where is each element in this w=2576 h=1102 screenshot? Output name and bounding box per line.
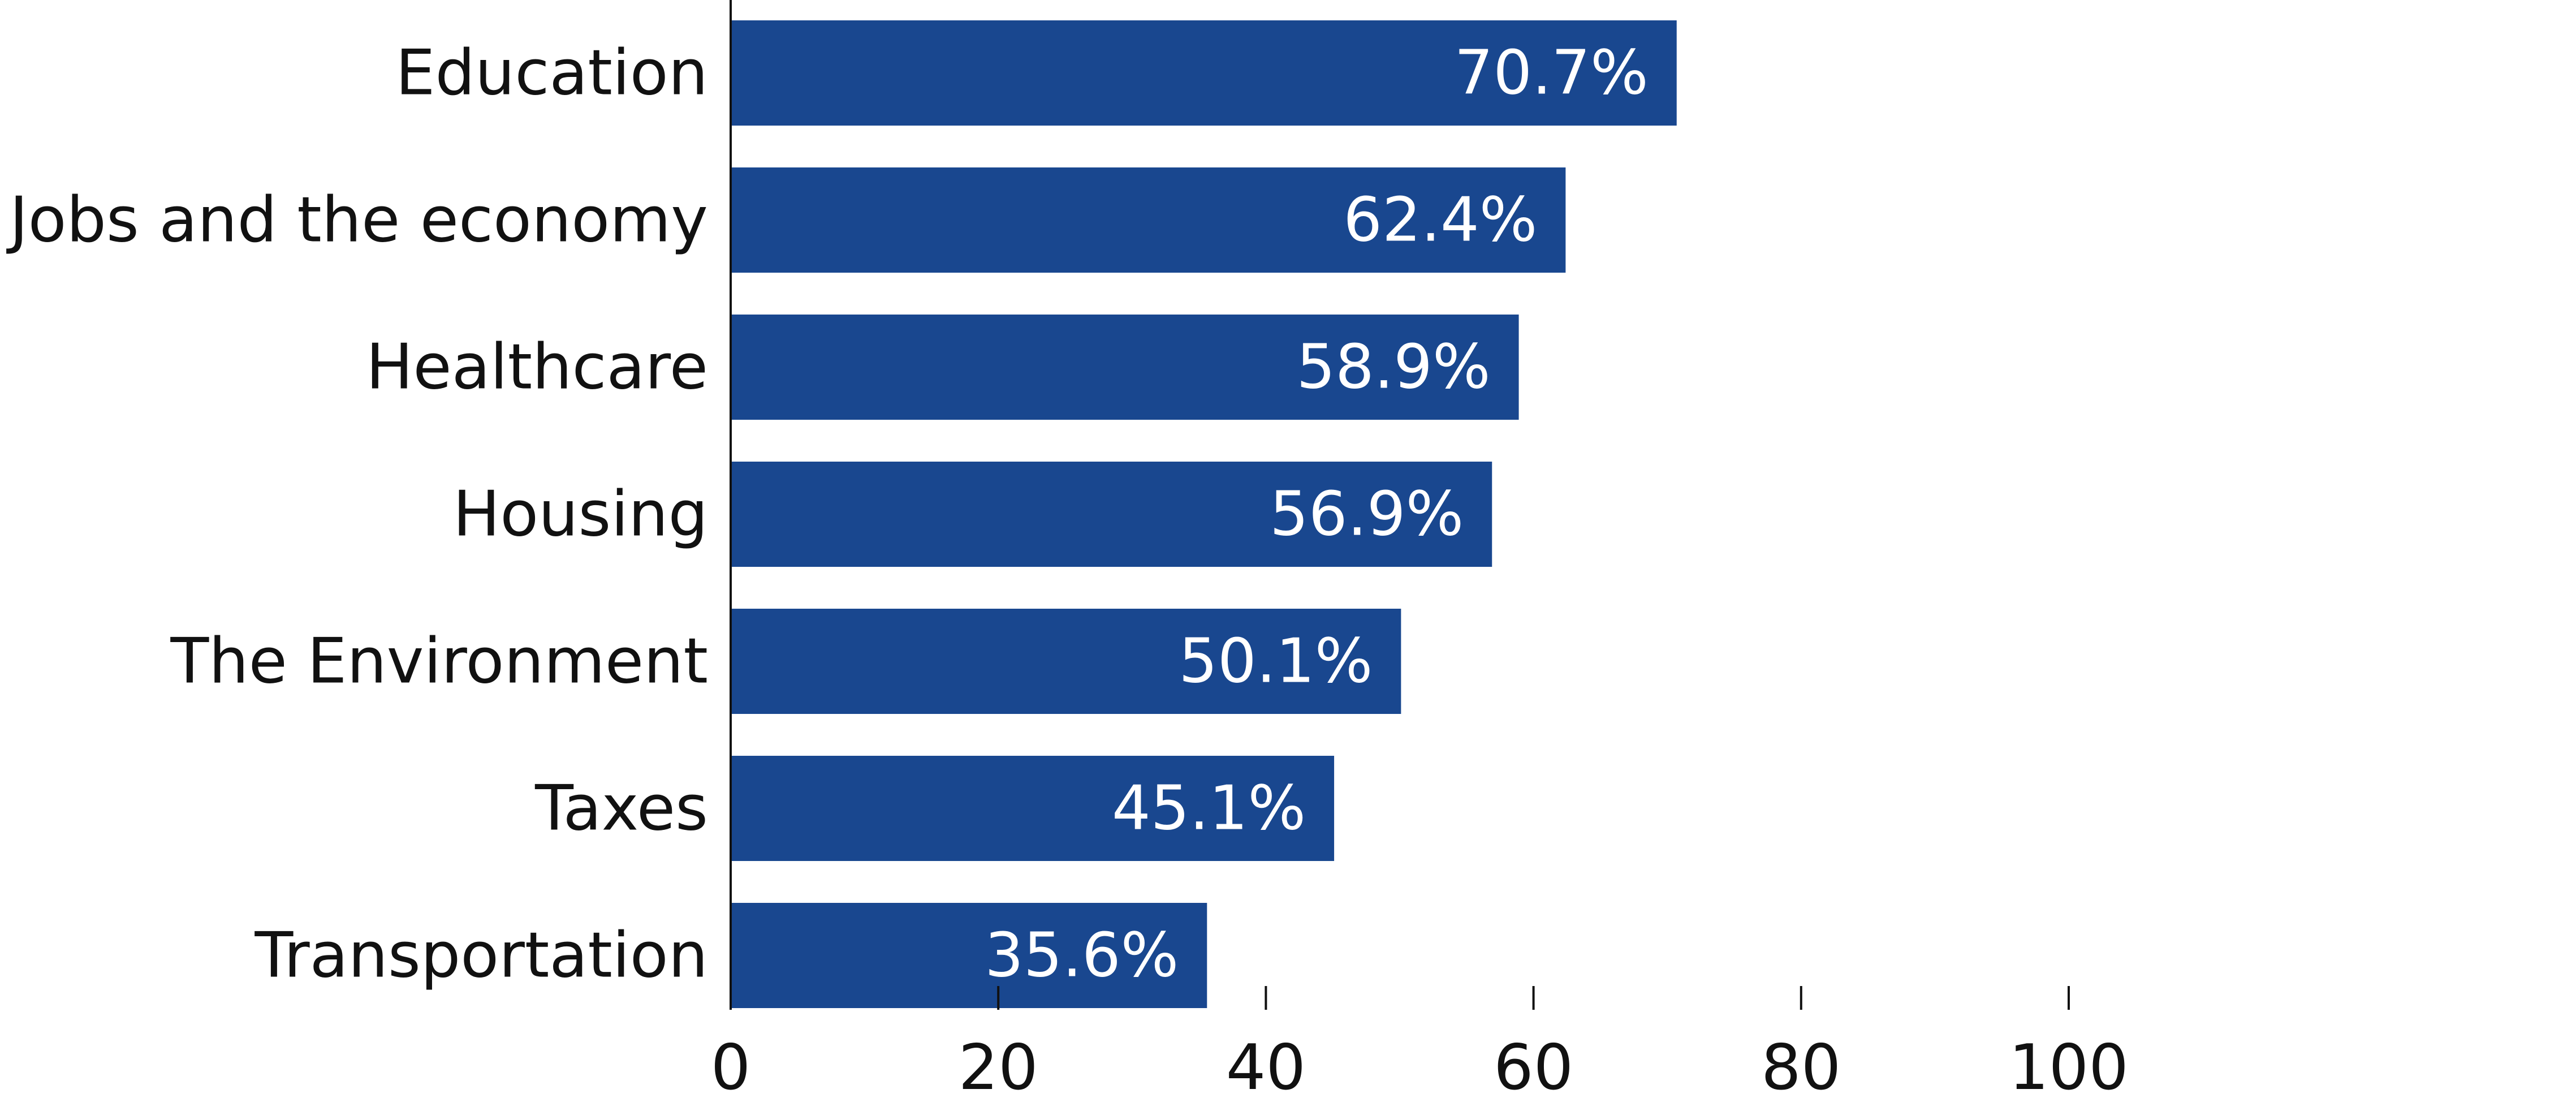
data-label-taxes: 45.1% (1112, 773, 1306, 844)
bar-transportation (731, 903, 1207, 1008)
data-label-education: 70.7% (1455, 38, 1649, 109)
bar-jobs-and-the-economy (731, 167, 1566, 273)
category-label-the-environment: The Environment (170, 625, 709, 698)
bar-housing (731, 462, 1492, 567)
data-label-the-environment: 50.1% (1179, 626, 1373, 697)
bar-education (731, 20, 1677, 126)
bar-the-environment (731, 609, 1401, 714)
category-label-education: Education (395, 37, 708, 110)
category-label-housing: Housing (453, 478, 708, 551)
data-label-transportation: 35.6% (985, 920, 1179, 991)
labels-layer: 70.7% Education 62.4% Jobs and the economy 5… (6, 37, 2129, 1102)
bars-layer (731, 20, 1677, 1008)
x-tick-label-100: 100 (2009, 1031, 2129, 1099)
data-label-jobs-and-the-economy: 62.4% (1343, 185, 1537, 256)
x-tick-label-0: 0 (711, 1031, 751, 1099)
category-label-jobs-and-the-economy: Jobs and the economy (6, 184, 708, 257)
category-label-transportation: Transportation (254, 919, 709, 992)
bar-taxes (731, 756, 1335, 861)
data-label-housing: 56.9% (1270, 479, 1464, 550)
x-tick-label-40: 40 (1226, 1031, 1306, 1099)
bar-healthcare (731, 315, 1519, 420)
axis-layer (730, 0, 2070, 1010)
category-label-taxes: Taxes (534, 772, 708, 845)
data-label-healthcare: 58.9% (1296, 332, 1490, 403)
x-tick-label-20: 20 (959, 1031, 1038, 1099)
x-tick-label-60: 60 (1494, 1031, 1573, 1099)
x-tick-label-80: 80 (1761, 1031, 1841, 1099)
category-label-healthcare: Healthcare (366, 331, 708, 404)
